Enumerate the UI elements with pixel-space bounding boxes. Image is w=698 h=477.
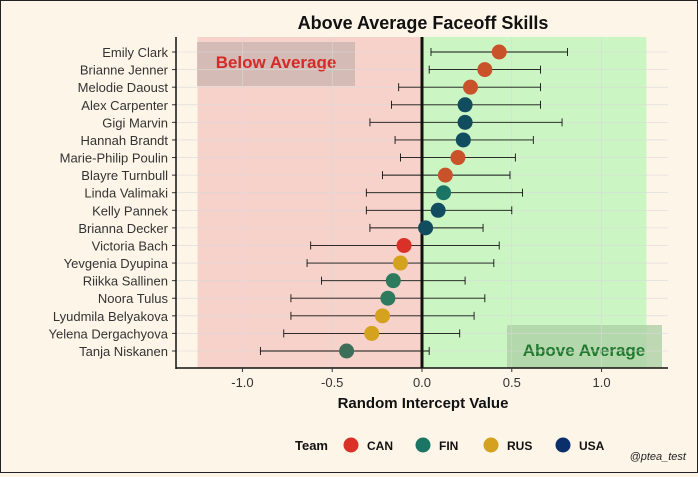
axes-layer: -1.0 -0.5 0.0 0.5 1.0 [175,37,668,390]
x-axis-label: Random Intercept Value [338,395,509,412]
above-average-label-box [507,325,662,368]
data-point [462,79,478,95]
point-layer [339,44,507,359]
below-average-label-box [197,42,355,86]
y-tick-label: Emily Clark [102,45,168,60]
y-tick-label: Linda Valimaki [84,186,168,201]
y-tick-label: Kelly Pannek [92,203,168,218]
legend-swatch [483,437,499,453]
data-point [450,150,466,166]
data-point [437,167,453,183]
below-average-label: Below Average [216,53,337,72]
x-tick-label: -1.0 [231,375,253,390]
y-tick-label: Riikka Sallinen [83,274,168,289]
y-tick-label: Victoria Bach [92,238,168,253]
y-tick-label: Tanja Niskanen [79,344,168,359]
legend-label: FIN [439,439,458,453]
x-tick-label: -0.5 [321,375,343,390]
data-point [436,185,452,201]
legend-swatch [343,437,359,453]
y-tick-label: Gigi Marvin [102,115,168,130]
legend-swatch [415,437,431,453]
y-tick-label: Lyudmila Belyakova [53,309,169,324]
data-point [364,325,380,341]
y-tick-label: Marie-Philip Poulin [60,151,168,166]
x-tick-label: 1.0 [593,375,611,390]
above-average-label: Above Average [523,341,646,360]
data-point [392,255,408,271]
y-tick-label: Brianna Decker [78,221,168,236]
legend-label: USA [579,439,605,453]
y-tick-label: Alex Carpenter [81,98,168,113]
y-tick-label: Noora Tulus [98,291,169,306]
legend-label: RUS [507,439,532,453]
credit-text: @ptea_test [630,451,687,463]
region-above [422,37,647,368]
data-point [491,44,507,60]
data-point [430,202,446,218]
data-point [418,220,434,236]
legend: Team CAN FIN RUS USA [295,437,605,453]
y-tick-label: Blayre Turnbull [81,168,168,183]
legend-label: CAN [367,439,393,453]
data-point [477,62,493,78]
data-point [385,273,401,289]
data-point [457,114,473,130]
data-point [396,237,412,253]
region-layer: Below Average Above Average [197,37,662,368]
y-tick-label-layer: Emily Clark Brianne Jenner Melodie Daoust A… [49,45,176,359]
data-point [374,308,390,324]
x-tick-label: 0.0 [413,375,431,390]
data-point [380,290,396,306]
y-tick-label: Yevgenia Dyupina [64,256,169,271]
data-point [455,132,471,148]
x-tick-label: 0.5 [503,375,521,390]
data-point [339,343,355,359]
y-tick-label: Melodie Daoust [78,80,169,95]
legend-title: Team [295,438,328,453]
y-tick-label: Brianne Jenner [80,63,169,78]
chart-title: Above Average Faceoff Skills [298,13,549,33]
legend-swatch [555,437,571,453]
y-tick-label: Yelena Dergachyova [49,326,169,341]
data-point [457,97,473,113]
y-tick-label: Hannah Brandt [81,133,169,148]
